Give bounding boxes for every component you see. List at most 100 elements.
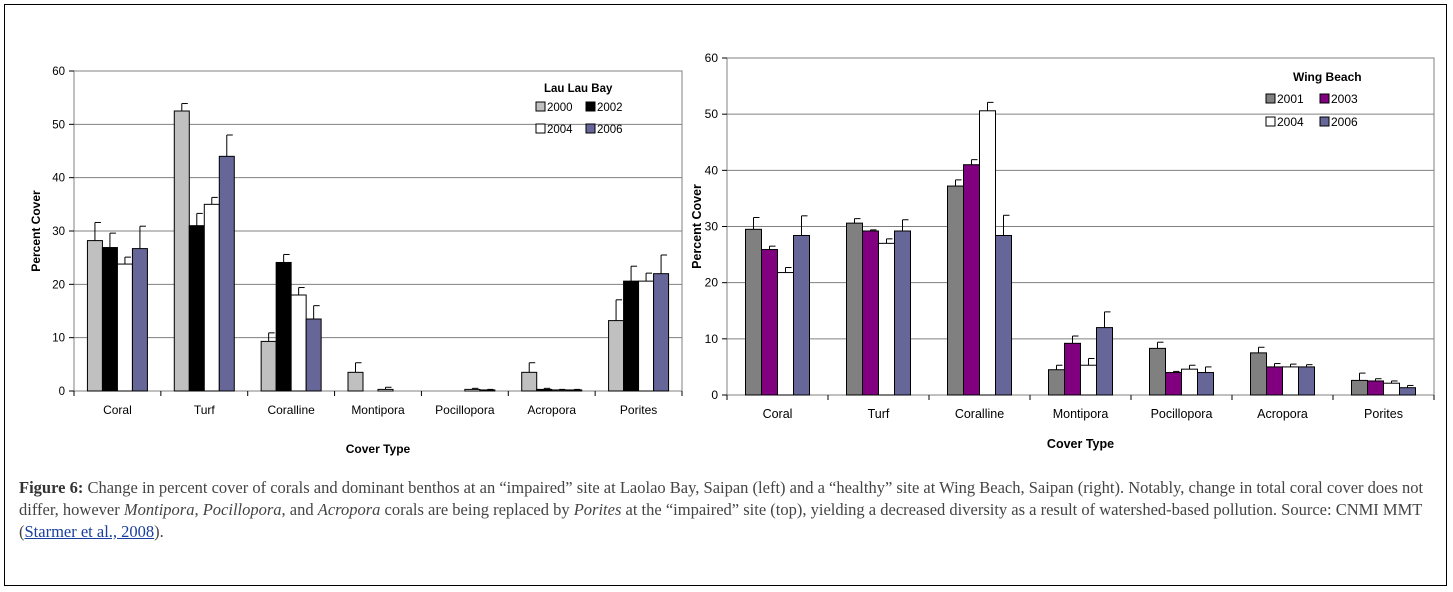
legend-swatch bbox=[535, 123, 546, 134]
legend-title: Wing Beach bbox=[1293, 70, 1362, 84]
bar bbox=[1250, 352, 1267, 396]
bar bbox=[608, 320, 625, 392]
y-tick-label: 50 bbox=[52, 119, 65, 131]
bar bbox=[275, 261, 292, 392]
category-label: Montipora bbox=[351, 403, 405, 417]
bar bbox=[1181, 368, 1198, 396]
bar bbox=[188, 225, 205, 392]
x-axis-title: Cover Type bbox=[1047, 437, 1114, 451]
chart-wing-beach: 0 10 20 30 40 50 60 Coral Turf Coralline Montipora… bbox=[690, 51, 1435, 451]
bar bbox=[1367, 380, 1384, 396]
y-tick-label: 10 bbox=[52, 333, 65, 345]
legend-label: 2004 bbox=[547, 124, 573, 136]
y-tick-label: 30 bbox=[52, 226, 65, 238]
bar bbox=[777, 272, 794, 396]
y-tick-label: 20 bbox=[705, 276, 719, 290]
bar bbox=[377, 388, 394, 392]
bar bbox=[347, 371, 364, 392]
bar bbox=[173, 110, 190, 392]
bar bbox=[878, 242, 895, 396]
y-tick-label: 40 bbox=[705, 163, 719, 177]
bar bbox=[290, 294, 307, 392]
bar bbox=[1048, 369, 1065, 396]
category-label: Acropora bbox=[527, 403, 576, 417]
caption-genus: Acropora bbox=[317, 500, 381, 519]
category-label: Acropora bbox=[1257, 407, 1308, 421]
caption-genus: Montipora bbox=[123, 500, 195, 519]
figure-caption: Figure 6: Change in percent cover of cor… bbox=[19, 477, 1429, 543]
legend-swatch bbox=[535, 101, 546, 112]
y-tick-label: 0 bbox=[711, 388, 718, 402]
caption-text: at the “impaired” site (top), yielding a… bbox=[19, 500, 1423, 541]
bar bbox=[653, 273, 670, 392]
bar bbox=[116, 263, 133, 392]
bar bbox=[566, 389, 583, 392]
legend-label: 2003 bbox=[1331, 92, 1358, 106]
bar bbox=[1383, 382, 1400, 396]
figure-frame bbox=[4, 4, 1447, 586]
y-tick-label: 30 bbox=[705, 220, 719, 234]
caption-text: , bbox=[194, 500, 203, 519]
bar bbox=[1298, 366, 1315, 396]
legend-swatch bbox=[1265, 93, 1276, 104]
category-label: Turf bbox=[194, 403, 216, 417]
caption-genus: Porites bbox=[573, 500, 622, 519]
bar bbox=[761, 249, 778, 396]
legend-label: 2006 bbox=[1331, 115, 1358, 129]
bar bbox=[1064, 342, 1081, 396]
legend-label: 2000 bbox=[547, 102, 573, 114]
bar bbox=[623, 280, 640, 392]
legend-label: 2004 bbox=[1277, 115, 1304, 129]
legend-swatch bbox=[585, 101, 596, 112]
bar bbox=[464, 388, 481, 392]
bar bbox=[1080, 364, 1097, 396]
category-label: Coral bbox=[763, 407, 793, 421]
y-tick-label: 50 bbox=[705, 107, 719, 121]
bar bbox=[894, 230, 911, 396]
category-label: Turf bbox=[868, 407, 890, 421]
bar bbox=[1266, 366, 1283, 396]
y-axis-title: Percent Cover bbox=[690, 184, 704, 269]
bar bbox=[260, 340, 277, 392]
caption-genus: Pocillopora bbox=[202, 500, 282, 519]
bar bbox=[1197, 372, 1214, 396]
caption-text: , and bbox=[281, 500, 318, 519]
legend-label: 2002 bbox=[597, 102, 623, 114]
caption-text: corals are being replaced by bbox=[380, 500, 574, 519]
citation-link[interactable]: Starmer et al., 2008 bbox=[24, 522, 155, 541]
bar bbox=[86, 240, 103, 392]
category-label: Pocillopora bbox=[435, 403, 495, 417]
bar bbox=[218, 155, 235, 392]
bar bbox=[203, 203, 220, 392]
category-label: Porites bbox=[620, 403, 657, 417]
legend-swatch bbox=[585, 123, 596, 134]
category-label: Coral bbox=[103, 403, 132, 417]
legend-swatch bbox=[1265, 116, 1276, 127]
bar bbox=[1096, 327, 1113, 396]
bar bbox=[963, 164, 980, 396]
legend-label: 2006 bbox=[597, 124, 623, 136]
caption-text: Change in percent cover of corals and do… bbox=[19, 478, 1424, 519]
bar bbox=[479, 389, 496, 392]
bar bbox=[521, 371, 538, 392]
legend-swatch bbox=[1319, 93, 1330, 104]
x-axis-title: Cover Type bbox=[346, 442, 411, 456]
bar bbox=[979, 110, 996, 396]
caption-label: Figure 6: bbox=[19, 478, 84, 497]
bar bbox=[947, 185, 964, 396]
bar bbox=[1165, 372, 1182, 396]
y-tick-label: 60 bbox=[52, 66, 65, 78]
bar bbox=[1282, 366, 1299, 396]
bar bbox=[638, 280, 655, 392]
legend-title: Lau Lau Bay bbox=[544, 83, 613, 95]
bar bbox=[305, 318, 322, 392]
caption-text: ). bbox=[154, 522, 164, 541]
category-label: Coralline bbox=[267, 403, 315, 417]
bar bbox=[101, 247, 118, 392]
category-label: Porites bbox=[1364, 407, 1403, 421]
bar bbox=[1149, 347, 1166, 396]
y-tick-label: 60 bbox=[705, 51, 719, 65]
chart-lau-lau-bay: 0 10 20 30 40 50 60 Coral Turf Coralline Montipora… bbox=[29, 66, 683, 456]
bar bbox=[131, 248, 148, 392]
legend-swatch bbox=[1319, 116, 1330, 127]
